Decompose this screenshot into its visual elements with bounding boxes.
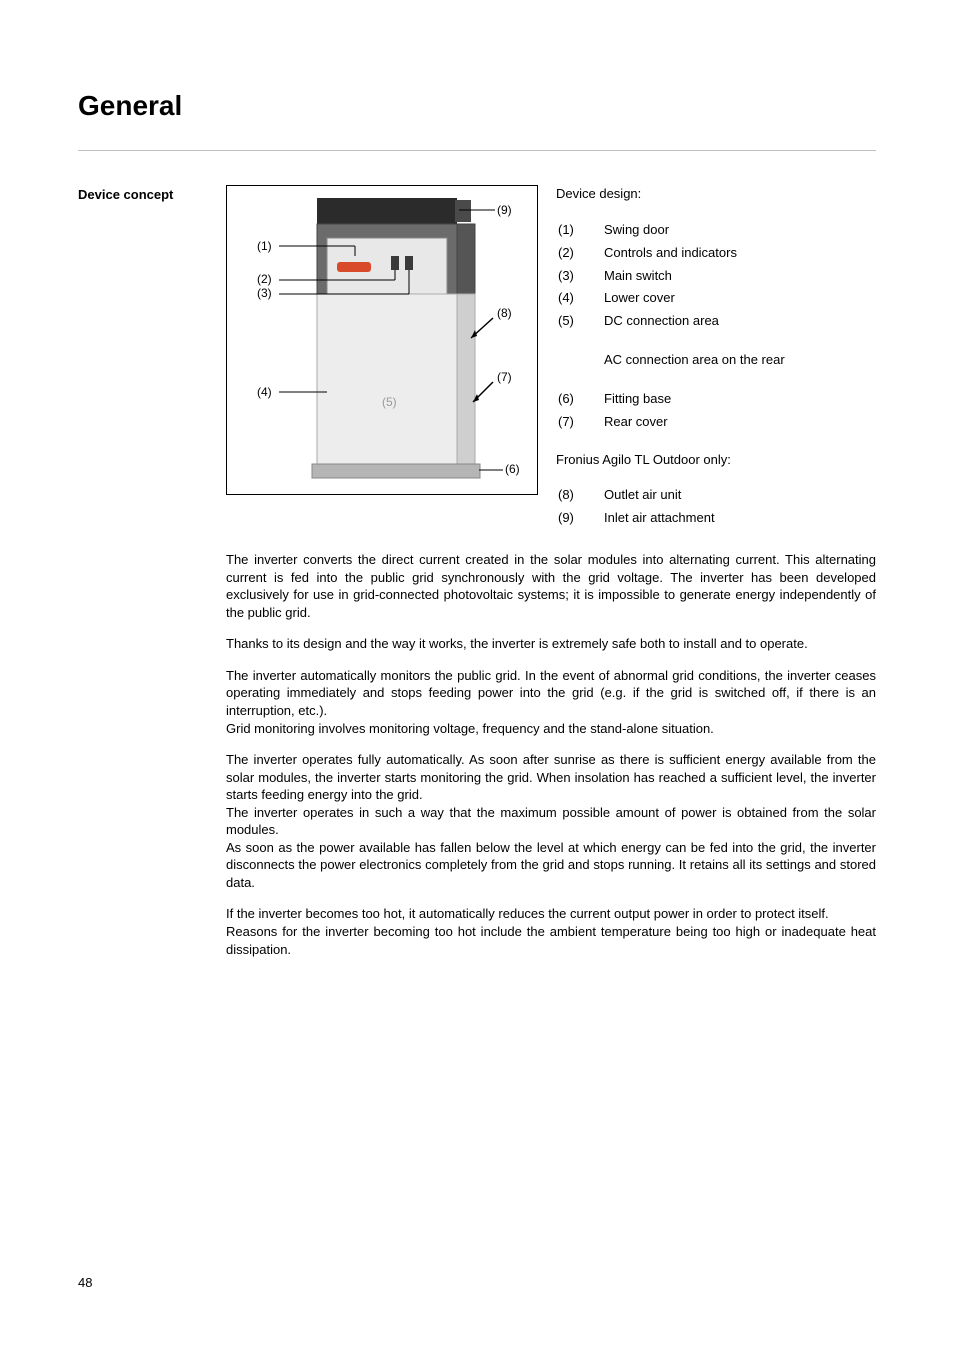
legend-row: (4)Lower cover bbox=[558, 288, 785, 309]
para: The inverter operates fully automaticall… bbox=[226, 751, 876, 891]
callout-8: (8) bbox=[497, 306, 512, 320]
legend-row: (7)Rear cover bbox=[558, 412, 785, 433]
legend-row: (3)Main switch bbox=[558, 266, 785, 287]
section-label: Device concept bbox=[78, 185, 226, 202]
callout-2: (2) bbox=[257, 272, 272, 286]
legend: Device design: (1)Swing door (2)Controls… bbox=[556, 185, 787, 531]
legend-row: (1)Swing door bbox=[558, 220, 785, 241]
para: The inverter converts the direct current… bbox=[226, 551, 876, 621]
para: Thanks to its design and the way it work… bbox=[226, 635, 876, 653]
callout-6: (6) bbox=[505, 462, 520, 476]
callout-1: (1) bbox=[257, 239, 272, 253]
legend-row: (2)Controls and indicators bbox=[558, 243, 785, 264]
legend-heading: Device design: bbox=[556, 185, 787, 204]
callout-3: (3) bbox=[257, 286, 272, 300]
callout-4: (4) bbox=[257, 385, 272, 399]
callout-9: (9) bbox=[497, 203, 512, 217]
para: The inverter automatically monitors the … bbox=[226, 667, 876, 737]
body-text: The inverter converts the direct current… bbox=[226, 551, 876, 958]
callout-7: (7) bbox=[497, 370, 512, 384]
legend-row: (5)DC connection area bbox=[558, 311, 785, 332]
legend-row: (6)Fitting base bbox=[558, 389, 785, 410]
device-figure: (5) bbox=[226, 185, 538, 495]
legend-row: (9)Inlet air attachment bbox=[558, 508, 715, 529]
svg-text:(5): (5) bbox=[382, 395, 397, 409]
legend-row: (8)Outlet air unit bbox=[558, 485, 715, 506]
para: If the inverter becomes too hot, it auto… bbox=[226, 905, 876, 958]
legend-outdoor-heading: Fronius Agilo TL Outdoor only: bbox=[556, 451, 787, 470]
legend-sub: AC connection area on the rear bbox=[558, 350, 785, 371]
divider bbox=[78, 150, 876, 151]
page-title: General bbox=[78, 90, 876, 122]
page-number: 48 bbox=[78, 1275, 92, 1290]
device-svg: (5) bbox=[227, 186, 538, 495]
